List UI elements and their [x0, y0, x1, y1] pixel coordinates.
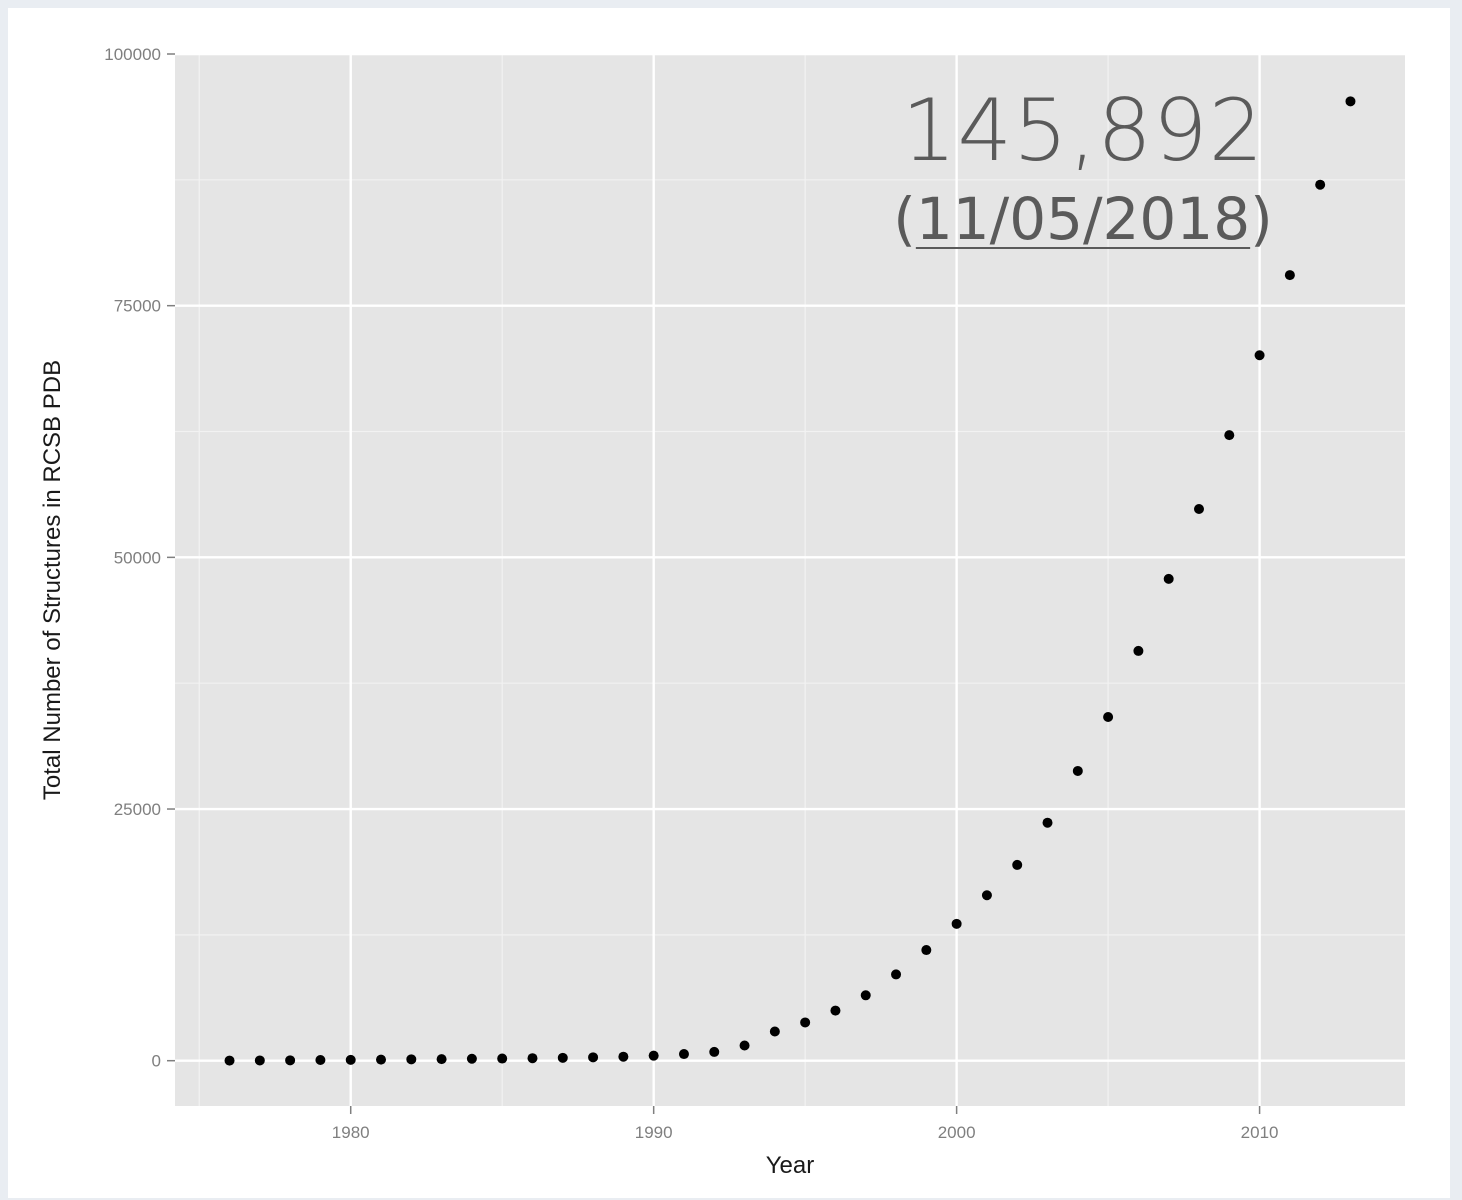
data-point: [951, 918, 962, 929]
data-point: [678, 1049, 689, 1060]
data-point: [1224, 430, 1235, 441]
total-structures-count: 145,892: [901, 81, 1265, 181]
data-point: [497, 1053, 508, 1064]
data-point: [1284, 270, 1295, 281]
count-date: (11/05/2018): [868, 190, 1298, 248]
data-point: [285, 1055, 296, 1066]
data-point: [1163, 573, 1174, 584]
data-point: [224, 1055, 235, 1066]
data-point: [376, 1054, 387, 1065]
data-point: [618, 1051, 629, 1062]
data-point: [436, 1054, 447, 1065]
data-point: [648, 1050, 659, 1061]
data-point: [1193, 504, 1204, 515]
data-point: [1072, 765, 1083, 776]
data-point: [1345, 96, 1356, 107]
data-point: [709, 1046, 720, 1057]
y-tick-label: 25000: [114, 800, 161, 819]
y-tick-label: 100000: [104, 45, 161, 64]
x-tick-label: 1990: [635, 1123, 673, 1142]
data-point: [1103, 712, 1114, 723]
data-point: [830, 1005, 841, 1016]
data-point: [1042, 817, 1053, 828]
plot-panel: [175, 54, 1405, 1106]
y-tick-label: 50000: [114, 548, 161, 567]
data-point: [315, 1055, 326, 1066]
data-point: [769, 1026, 780, 1037]
data-point: [406, 1054, 417, 1065]
y-tick-label: 75000: [114, 297, 161, 316]
x-tick-label: 2010: [1241, 1123, 1279, 1142]
data-point: [739, 1040, 750, 1051]
date-link[interactable]: 11/05/2018: [915, 185, 1251, 253]
data-point: [800, 1017, 811, 1028]
data-point: [1012, 859, 1023, 870]
data-point: [1315, 179, 1326, 190]
data-point: [557, 1052, 568, 1063]
data-point: [891, 969, 902, 980]
data-point: [860, 990, 871, 1001]
data-point: [345, 1054, 356, 1065]
date-open-paren: (: [893, 185, 916, 253]
data-point: [588, 1052, 599, 1063]
chart-card: 0 25000 50000 75000 100000 1980 1990 2000 2010 Ye…: [8, 8, 1450, 1198]
data-point: [527, 1053, 538, 1064]
data-point: [1133, 645, 1144, 656]
data-point: [254, 1055, 265, 1066]
y-axis-title: Total Number of Structures in RCSB PDB: [39, 360, 66, 800]
data-point: [466, 1053, 477, 1064]
y-tick-label: 0: [152, 1052, 161, 1071]
date-close-paren: ): [1250, 185, 1273, 253]
x-axis-title: Year: [766, 1152, 815, 1179]
scatter-chart: 0 25000 50000 75000 100000 1980 1990 2000 2010 Ye…: [39, 45, 1405, 1179]
data-point: [921, 945, 932, 956]
data-point: [981, 890, 992, 901]
x-tick-label: 1980: [332, 1123, 370, 1142]
x-tick-label: 2000: [938, 1123, 976, 1142]
data-point: [1254, 350, 1265, 361]
